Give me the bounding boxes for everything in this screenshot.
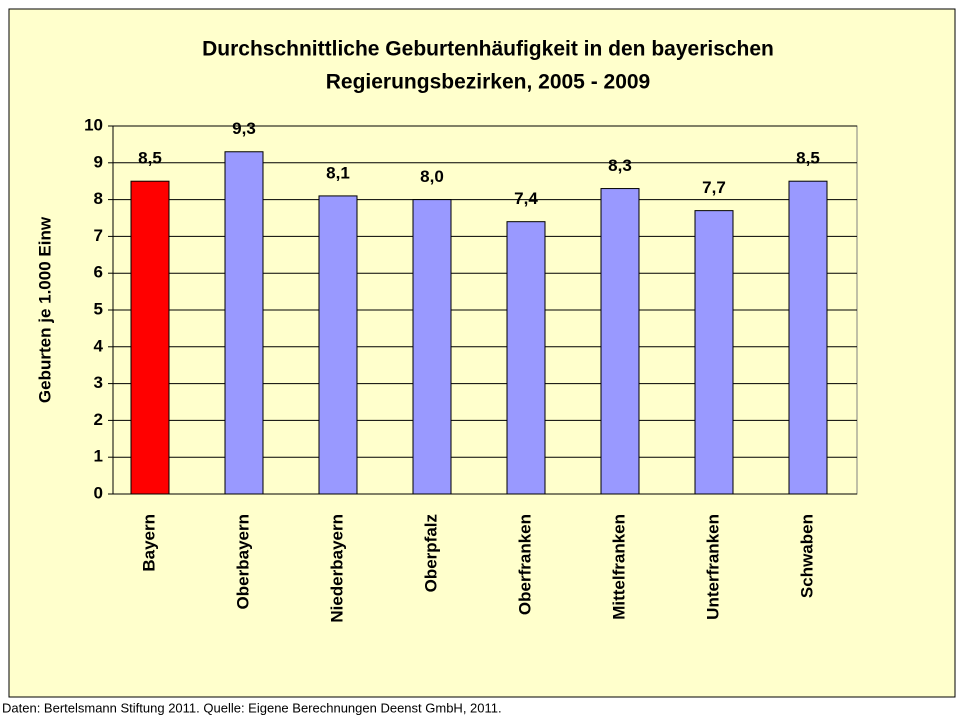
y-tick-label: 4 [94, 336, 104, 355]
y-tick-label: 2 [94, 410, 103, 429]
bar [224, 151, 264, 495]
y-tick-label: 8 [94, 189, 103, 208]
value-label: 7,7 [702, 178, 726, 197]
y-axis-label: Geburten je 1.000 Einw [35, 216, 54, 403]
y-tick-label: 5 [94, 299, 103, 318]
x-tick-label: Oberpfalz [421, 514, 440, 592]
value-label: 8,5 [796, 149, 820, 168]
y-tick-label: 9 [94, 152, 103, 171]
bar [600, 188, 640, 495]
x-tick-label: Bayern [139, 514, 158, 572]
y-tick-label: 6 [94, 263, 103, 282]
x-tick-label: Unterfranken [703, 514, 722, 620]
value-label: 8,1 [326, 163, 350, 182]
bar [130, 180, 170, 495]
y-tick-label: 3 [94, 373, 103, 392]
value-label: 8,3 [608, 156, 632, 175]
y-tick-label: 0 [94, 483, 103, 502]
value-label: 9,3 [232, 119, 256, 138]
y-tick-label: 1 [94, 447, 103, 466]
bar [318, 195, 358, 495]
chart-title: Regierungsbezirken, 2005 - 2009 [326, 71, 651, 94]
x-tick-label: Schwaben [797, 514, 816, 598]
y-tick-label: 10 [84, 115, 103, 134]
value-label: 7,4 [514, 189, 538, 208]
footer: Daten: Bertelsmann Stiftung 2011. Quelle… [2, 700, 502, 715]
x-tick-label: Mittelfranken [609, 514, 628, 620]
x-tick-label: Oberfranken [515, 514, 534, 615]
y-tick-label: 7 [94, 226, 103, 245]
value-label: 8,5 [138, 149, 162, 168]
bar [412, 199, 452, 495]
bar [694, 210, 734, 495]
x-tick-label: Oberbayern [233, 514, 252, 609]
value-label: 8,0 [420, 167, 444, 186]
x-tick-label: Niederbayern [327, 514, 346, 623]
bar [506, 221, 546, 495]
chart-title: Durchschnittliche Geburtenhäufigkeit in … [202, 38, 774, 61]
bar [788, 180, 828, 495]
